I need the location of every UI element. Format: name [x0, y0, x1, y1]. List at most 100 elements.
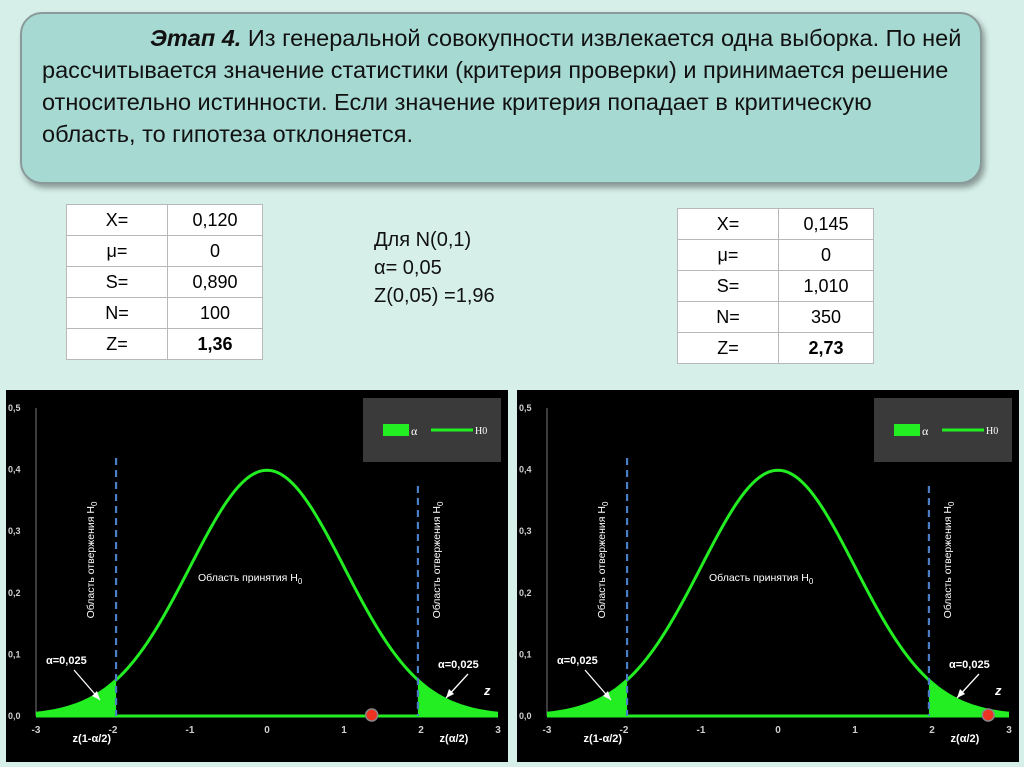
table-row: N= 350 — [677, 301, 874, 333]
y-tick-label: 0,3 — [8, 526, 21, 536]
x-tick-label: -3 — [32, 725, 41, 736]
x-tick-label: -2 — [109, 725, 118, 736]
alpha-label-left: α=0,025 — [557, 655, 598, 667]
x-tick-label: 0 — [264, 725, 270, 736]
reject-region-label-left: Область отвержения H0 — [85, 501, 99, 618]
table-value: 1,36 — [167, 328, 263, 360]
stats-table-right: X= 0,145 μ= 0 S= 1,010 N= 350 Z= 2,73 — [677, 208, 874, 364]
z-upper-label: z(α/2) — [951, 733, 980, 745]
y-tick-label: 0,5 — [519, 403, 532, 413]
reject-region-label-right: Область отвержения H0 — [431, 501, 445, 618]
legend-label-alpha: α — [922, 424, 929, 438]
y-tick-label: 0,5 — [8, 403, 21, 413]
alpha-tail-left — [547, 680, 628, 716]
x-tick-label: 3 — [495, 725, 501, 736]
table-key: X= — [66, 204, 168, 236]
stage-description-box: Этап 4. Из генеральной совокупности извл… — [20, 12, 982, 184]
y-tick-label: 0,4 — [519, 465, 532, 475]
table-row: S= 0,890 — [66, 266, 263, 298]
params-line-2: α= 0,05 — [374, 257, 442, 279]
table-key: X= — [677, 208, 779, 240]
table-key: S= — [66, 266, 168, 298]
reject-region-label-left: Область отвержения H0 — [596, 501, 610, 618]
stats-table-left: X= 0,120 μ= 0 S= 0,890 N= 100 Z= 1,36 — [66, 204, 263, 360]
alpha-label-left: α=0,025 — [46, 655, 87, 667]
table-row: X= 0,120 — [66, 204, 263, 236]
x-tick-label: 2 — [929, 725, 935, 736]
legend-label-alpha: α — [411, 424, 418, 438]
alpha-label-right: α=0,025 — [949, 659, 990, 671]
chart-panel-right: 0,0 0,1 0,2 0,3 0,4 0,5 -3 -2 -1 0 1 2 3 Область прин… — [517, 390, 1019, 762]
table-row: S= 1,010 — [677, 270, 874, 302]
reject-region-label-left-subscript: 0 — [90, 501, 99, 506]
alpha-arrowhead-right — [446, 689, 454, 698]
y-tick-label: 0,1 — [519, 649, 532, 659]
normal-distribution-chart-right: 0,0 0,1 0,2 0,3 0,4 0,5 -3 -2 -1 0 1 2 3 Область прин… — [519, 398, 1012, 745]
reject-region-label-right-subscript: 0 — [436, 501, 445, 506]
table-row: N= 100 — [66, 297, 263, 329]
y-tick-label: 0,2 — [519, 588, 532, 598]
chart-legend: α H0 — [874, 398, 1012, 462]
table-row: X= 0,145 — [677, 208, 874, 240]
table-value: 350 — [778, 301, 874, 333]
h0-density-curve — [35, 468, 499, 715]
reject-region-label-left-subscript: 0 — [601, 501, 610, 506]
y-tick-label: 0,3 — [519, 526, 532, 536]
table-value: 0,145 — [778, 208, 874, 240]
table-value: 0,890 — [167, 266, 263, 298]
chart-panel-left: 0,0 0,1 0,2 0,3 0,4 0,5 -3 -2 -1 0 1 2 3 Область прин… — [6, 390, 508, 762]
table-value: 2,73 — [778, 332, 874, 364]
x-tick-label: 1 — [852, 725, 858, 736]
y-tick-label: 0,1 — [8, 649, 21, 659]
z-upper-label: z(α/2) — [440, 733, 469, 745]
y-tick-label: 0,0 — [519, 711, 532, 721]
legend-label-h0: H0 — [986, 426, 998, 437]
table-key: Z= — [66, 328, 168, 360]
x-tick-label: -3 — [543, 725, 552, 736]
accept-region-subscript: 0 — [809, 577, 814, 586]
observed-z-marker — [364, 708, 379, 722]
alpha-tail-right — [417, 680, 498, 716]
z-lower-label: z(1-α/2) — [584, 733, 623, 745]
table-key: μ= — [677, 239, 779, 271]
h0-density-curve — [546, 468, 1010, 715]
table-value: 0,120 — [167, 204, 263, 236]
legend-swatch-alpha — [894, 424, 920, 436]
y-tick-label: 0,0 — [8, 711, 21, 721]
x-tick-label: 0 — [775, 725, 781, 736]
alpha-arrowhead-left — [92, 691, 100, 700]
table-key: μ= — [66, 235, 168, 267]
reject-region-label-right-subscript: 0 — [947, 501, 956, 506]
table-row: μ= 0 — [677, 239, 874, 271]
accept-region-label: Область принятия H0 — [198, 572, 303, 586]
x-tick-label: 2 — [418, 725, 424, 736]
table-row: Z= 2,73 — [677, 332, 874, 364]
table-row: μ= 0 — [66, 235, 263, 267]
accept-region-label: Область принятия H0 — [709, 572, 814, 586]
accept-region-subscript: 0 — [298, 577, 303, 586]
table-value: 0 — [778, 239, 874, 271]
observed-z-marker — [981, 708, 995, 722]
table-row: Z= 1,36 — [66, 328, 263, 360]
stage-lead: Этап 4. — [150, 25, 242, 51]
params-line-1: Для N(0,1) — [374, 229, 472, 251]
legend-label-h0: H0 — [475, 426, 487, 437]
z-axis-label: z — [994, 683, 1002, 698]
x-tick-label: -1 — [697, 725, 706, 736]
y-tick-label: 0,2 — [8, 588, 21, 598]
params-line-3: Z(0,05) =1,96 — [374, 285, 495, 307]
table-value: 100 — [167, 297, 263, 329]
x-tick-label: 3 — [1006, 725, 1012, 736]
z-axis-label: z — [483, 683, 491, 698]
normal-distribution-chart-left: 0,0 0,1 0,2 0,3 0,4 0,5 -3 -2 -1 0 1 2 3 Область прин… — [8, 398, 501, 745]
reject-region-label-right: Область отвержения H0 — [942, 501, 956, 618]
table-key: N= — [66, 297, 168, 329]
table-key: N= — [677, 301, 779, 333]
x-tick-label: -1 — [186, 725, 195, 736]
alpha-arrowhead-left — [603, 691, 611, 700]
alpha-label-right: α=0,025 — [438, 659, 479, 671]
legend-swatch-alpha — [383, 424, 409, 436]
distribution-params: Для N(0,1) α= 0,05 Z(0,05) =1,96 — [374, 226, 495, 310]
table-value: 1,010 — [778, 270, 874, 302]
table-key: Z= — [677, 332, 779, 364]
